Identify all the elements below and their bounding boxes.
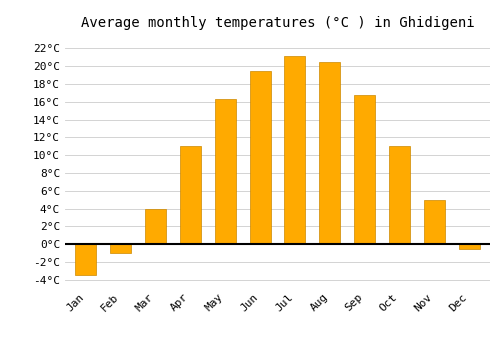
Bar (145, 209, 166, 244)
Bar (180, 146, 201, 244)
Bar (424, 200, 444, 244)
Bar (250, 71, 270, 244)
Title: Average monthly temperatures (°C ) in Ghidigeni: Average monthly temperatures (°C ) in Gh… (80, 16, 474, 30)
Bar (284, 56, 306, 244)
Bar (110, 244, 131, 253)
Bar (354, 94, 375, 244)
Bar (76, 244, 96, 275)
Bar (320, 62, 340, 244)
Bar (458, 244, 479, 249)
Bar (215, 99, 236, 244)
Bar (389, 146, 410, 244)
